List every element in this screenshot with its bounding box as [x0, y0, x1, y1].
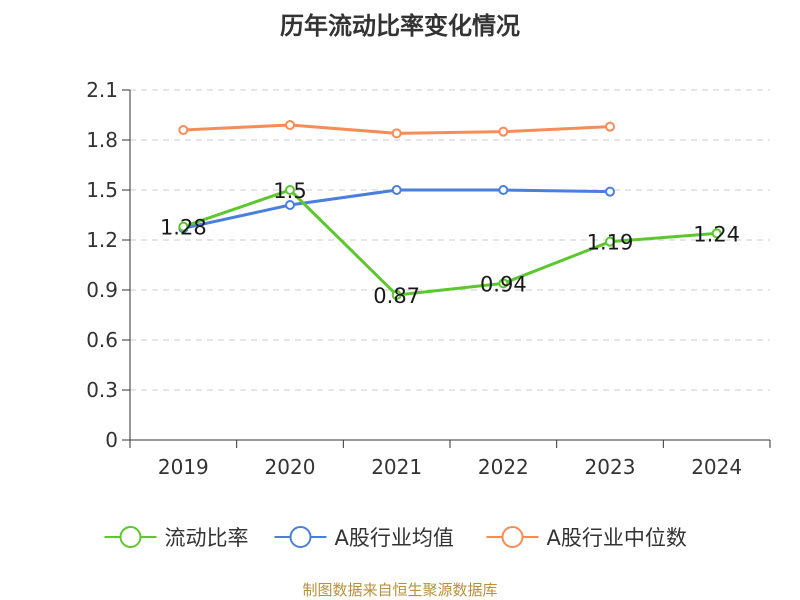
- y-tick-label: 0.6: [86, 328, 118, 352]
- y-tick-label: 1.8: [86, 128, 118, 152]
- x-tick-label: 2022: [478, 455, 529, 479]
- legend-marker: [289, 526, 312, 548]
- x-tick-label: 2024: [691, 455, 742, 479]
- data-point: [285, 185, 295, 195]
- x-tick-label: 2020: [265, 455, 316, 479]
- legend-label: 流动比率: [165, 526, 249, 550]
- data-point: [711, 228, 722, 239]
- data-point: [391, 128, 402, 139]
- data-point: [178, 125, 189, 135]
- legend-marker: [119, 526, 142, 548]
- data-point: [498, 126, 509, 137]
- data-point: [391, 290, 402, 300]
- data-point: [285, 120, 295, 130]
- y-tick-label: 1.5: [86, 178, 118, 202]
- x-tick-label: 2019: [158, 455, 209, 479]
- y-tick-label: 0: [105, 428, 118, 452]
- data-point: [285, 200, 295, 210]
- data-point: [498, 185, 509, 195]
- data-label: 1.24: [693, 222, 740, 246]
- data-point: [605, 121, 615, 132]
- legend-label: A股行业均值: [335, 526, 454, 550]
- y-tick-label: 0.3: [86, 378, 118, 402]
- data-point: [498, 278, 509, 289]
- legend-label: A股行业中位数: [547, 526, 687, 550]
- data-point: [605, 186, 615, 197]
- chart-title: 历年流动比率变化情况: [280, 12, 520, 40]
- legend-marker: [501, 526, 524, 548]
- data-label: 0.87: [373, 284, 420, 308]
- data-point: [391, 185, 402, 195]
- data-label: 1.28: [160, 216, 207, 240]
- series-line-0: [182, 188, 717, 297]
- data-label: 1.5: [273, 179, 306, 203]
- x-tick-label: 2023: [585, 455, 636, 479]
- y-tick-label: 0.9: [86, 278, 118, 302]
- data-point: [605, 236, 615, 247]
- x-tick-label: 2021: [371, 455, 422, 479]
- series-line-1: [183, 188, 611, 230]
- y-tick-label: 1.2: [86, 228, 118, 252]
- data-label: 1.19: [587, 231, 634, 255]
- footer-source: 制图数据来自恒生聚源数据库: [302, 581, 498, 599]
- data-label: 0.94: [480, 272, 527, 296]
- y-tick-label: 2.1: [86, 78, 118, 102]
- data-point: [178, 221, 189, 232]
